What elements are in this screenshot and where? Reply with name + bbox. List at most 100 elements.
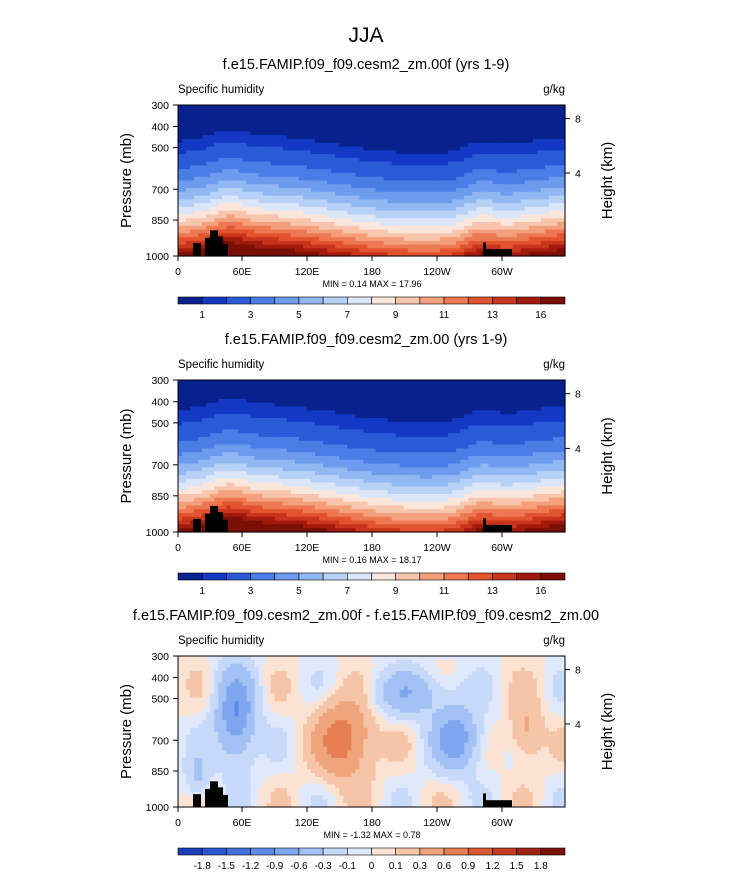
field-cell bbox=[311, 248, 316, 252]
field-cell bbox=[335, 226, 340, 230]
field-cell bbox=[363, 135, 368, 139]
field-cell bbox=[480, 173, 485, 177]
field-cell bbox=[351, 162, 356, 166]
field-cell bbox=[396, 139, 401, 143]
field-cell bbox=[214, 199, 219, 203]
field-cell bbox=[367, 384, 372, 388]
field-cell bbox=[501, 128, 506, 132]
field-cell bbox=[456, 196, 461, 200]
field-cell bbox=[234, 128, 239, 132]
field-cell bbox=[331, 150, 336, 154]
field-cell bbox=[416, 116, 421, 120]
field-cell bbox=[319, 173, 324, 177]
field-cell bbox=[351, 109, 356, 113]
field-cell bbox=[480, 113, 485, 117]
field-cell bbox=[517, 245, 522, 249]
field-cell bbox=[355, 169, 360, 173]
field-cell bbox=[376, 109, 381, 113]
field-cell bbox=[335, 188, 340, 192]
field-cell bbox=[408, 407, 413, 411]
field-cell bbox=[263, 226, 268, 230]
field-cell bbox=[517, 403, 522, 407]
field-cell bbox=[416, 407, 421, 411]
field-cell bbox=[537, 403, 542, 407]
field-cell bbox=[553, 154, 558, 158]
field-cell bbox=[218, 113, 223, 117]
topography-block bbox=[484, 249, 512, 256]
field-cell bbox=[271, 188, 276, 192]
field-cell bbox=[311, 384, 316, 388]
field-cell bbox=[315, 120, 320, 124]
field-cell bbox=[513, 245, 518, 249]
field-cell bbox=[553, 395, 558, 399]
field-cell bbox=[182, 248, 187, 252]
field-cell bbox=[448, 188, 453, 192]
field-cell bbox=[436, 192, 441, 196]
field-cell bbox=[388, 233, 393, 237]
field-cell bbox=[545, 248, 550, 252]
field-cell bbox=[432, 196, 437, 200]
field-cell bbox=[496, 222, 501, 226]
field-cell bbox=[299, 184, 304, 188]
field-cell bbox=[214, 399, 219, 403]
field-cell bbox=[243, 192, 248, 196]
field-cell bbox=[533, 388, 538, 392]
field-cell bbox=[327, 203, 332, 207]
field-cell bbox=[505, 380, 510, 384]
field-cell bbox=[186, 188, 191, 192]
field-cell bbox=[496, 188, 501, 192]
field-cell bbox=[376, 116, 381, 120]
field-cell bbox=[283, 245, 288, 249]
field-cell bbox=[190, 207, 195, 211]
field-cell bbox=[521, 109, 526, 113]
field-cell bbox=[367, 199, 372, 203]
field-cell bbox=[291, 245, 296, 249]
field-cell bbox=[307, 116, 312, 120]
field-cell bbox=[424, 207, 429, 211]
field-cell bbox=[388, 211, 393, 215]
field-cell bbox=[372, 162, 377, 166]
field-cell bbox=[424, 391, 429, 395]
field-cell bbox=[327, 222, 332, 226]
field-cell bbox=[194, 196, 199, 200]
field-cell bbox=[311, 196, 316, 200]
field-cell bbox=[537, 418, 542, 422]
field-cell bbox=[230, 248, 235, 252]
field-cell bbox=[359, 222, 364, 226]
field-cell bbox=[416, 184, 421, 188]
field-cell bbox=[230, 158, 235, 162]
field-cell bbox=[303, 199, 308, 203]
field-cell bbox=[351, 150, 356, 154]
field-cell bbox=[271, 184, 276, 188]
field-cell bbox=[496, 181, 501, 185]
field-cell bbox=[243, 154, 248, 158]
field-cell bbox=[480, 380, 485, 384]
field-cell bbox=[343, 109, 348, 113]
field-cell bbox=[513, 162, 518, 166]
field-cell bbox=[198, 162, 203, 166]
field-cell bbox=[194, 154, 199, 158]
field-cell bbox=[363, 131, 368, 135]
field-cell bbox=[182, 233, 187, 237]
field-cell bbox=[267, 241, 272, 245]
field-cell bbox=[384, 135, 389, 139]
field-cell bbox=[178, 395, 183, 399]
field-cell bbox=[355, 143, 360, 147]
field-cell bbox=[484, 124, 489, 128]
field-cell bbox=[456, 109, 461, 113]
field-cell bbox=[488, 165, 493, 169]
field-cell bbox=[476, 147, 481, 151]
field-cell bbox=[468, 418, 473, 422]
field-cell bbox=[456, 188, 461, 192]
field-cell bbox=[315, 196, 320, 200]
field-cell bbox=[468, 218, 473, 222]
field-cell bbox=[460, 403, 465, 407]
field-cell bbox=[412, 395, 417, 399]
field-cell bbox=[488, 199, 493, 203]
field-cell bbox=[335, 131, 340, 135]
field-cell bbox=[247, 207, 252, 211]
field-cell bbox=[420, 211, 425, 215]
field-cell bbox=[372, 418, 377, 422]
field-cell bbox=[412, 124, 417, 128]
field-cell bbox=[440, 128, 445, 132]
